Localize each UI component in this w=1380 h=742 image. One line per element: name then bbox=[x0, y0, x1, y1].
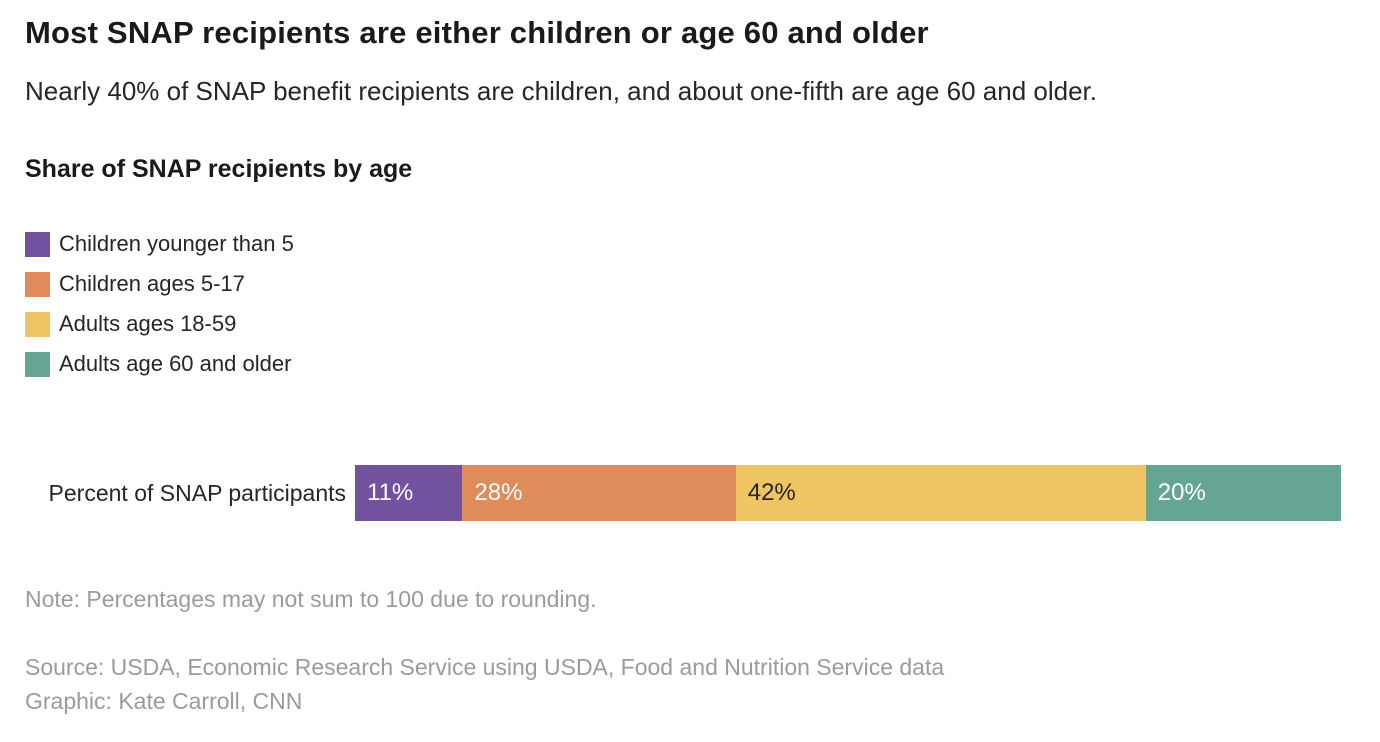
bar-segment-children-5-17: 28% bbox=[462, 465, 736, 522]
bar-segment-value: 20% bbox=[1157, 479, 1206, 507]
legend-item: Adults age 60 and older bbox=[25, 351, 1341, 377]
bar-segment-adults-60-older: 20% bbox=[1145, 465, 1341, 522]
bar-segment-value: 42% bbox=[747, 479, 796, 507]
credit-text: Graphic: Kate Carroll, CNN bbox=[25, 687, 303, 714]
legend-swatch-children-under-5 bbox=[25, 231, 50, 257]
legend-swatch-adults-18-59 bbox=[25, 311, 50, 337]
legend-label: Children younger than 5 bbox=[59, 231, 294, 257]
legend-item: Children younger than 5 bbox=[25, 231, 1341, 257]
legend-swatch-children-5-17 bbox=[25, 271, 50, 297]
legend: Children younger than 5 Children ages 5-… bbox=[25, 231, 1341, 377]
chart-title: Share of SNAP recipients by age bbox=[25, 154, 413, 183]
bar-row: Percent of SNAP participants 11% 28% 42%… bbox=[25, 465, 1341, 522]
legend-item: Children ages 5-17 bbox=[25, 271, 1341, 297]
source-text: Source: USDA, Economic Research Service … bbox=[25, 654, 945, 681]
bar-segment-adults-18-59: 42% bbox=[735, 465, 1146, 522]
stacked-bar: 11% 28% 42% 20% bbox=[355, 465, 1341, 522]
bar-row-label: Percent of SNAP participants bbox=[48, 479, 346, 506]
page-subtitle: Nearly 40% of SNAP benefit recipients ar… bbox=[25, 76, 1097, 107]
legend-item: Adults ages 18-59 bbox=[25, 311, 1341, 337]
page-title: Most SNAP recipients are either children… bbox=[25, 15, 929, 50]
bar-segment-value: 11% bbox=[367, 479, 414, 507]
legend-label: Adults ages 18-59 bbox=[59, 311, 237, 337]
bar-segment-children-under-5: 11% bbox=[355, 465, 463, 522]
note-text: Note: Percentages may not sum to 100 due… bbox=[25, 586, 597, 613]
legend-label: Adults age 60 and older bbox=[59, 351, 292, 377]
legend-swatch-adults-60-older bbox=[25, 351, 50, 377]
legend-label: Children ages 5-17 bbox=[59, 271, 245, 297]
bar-segment-value: 28% bbox=[474, 479, 523, 507]
